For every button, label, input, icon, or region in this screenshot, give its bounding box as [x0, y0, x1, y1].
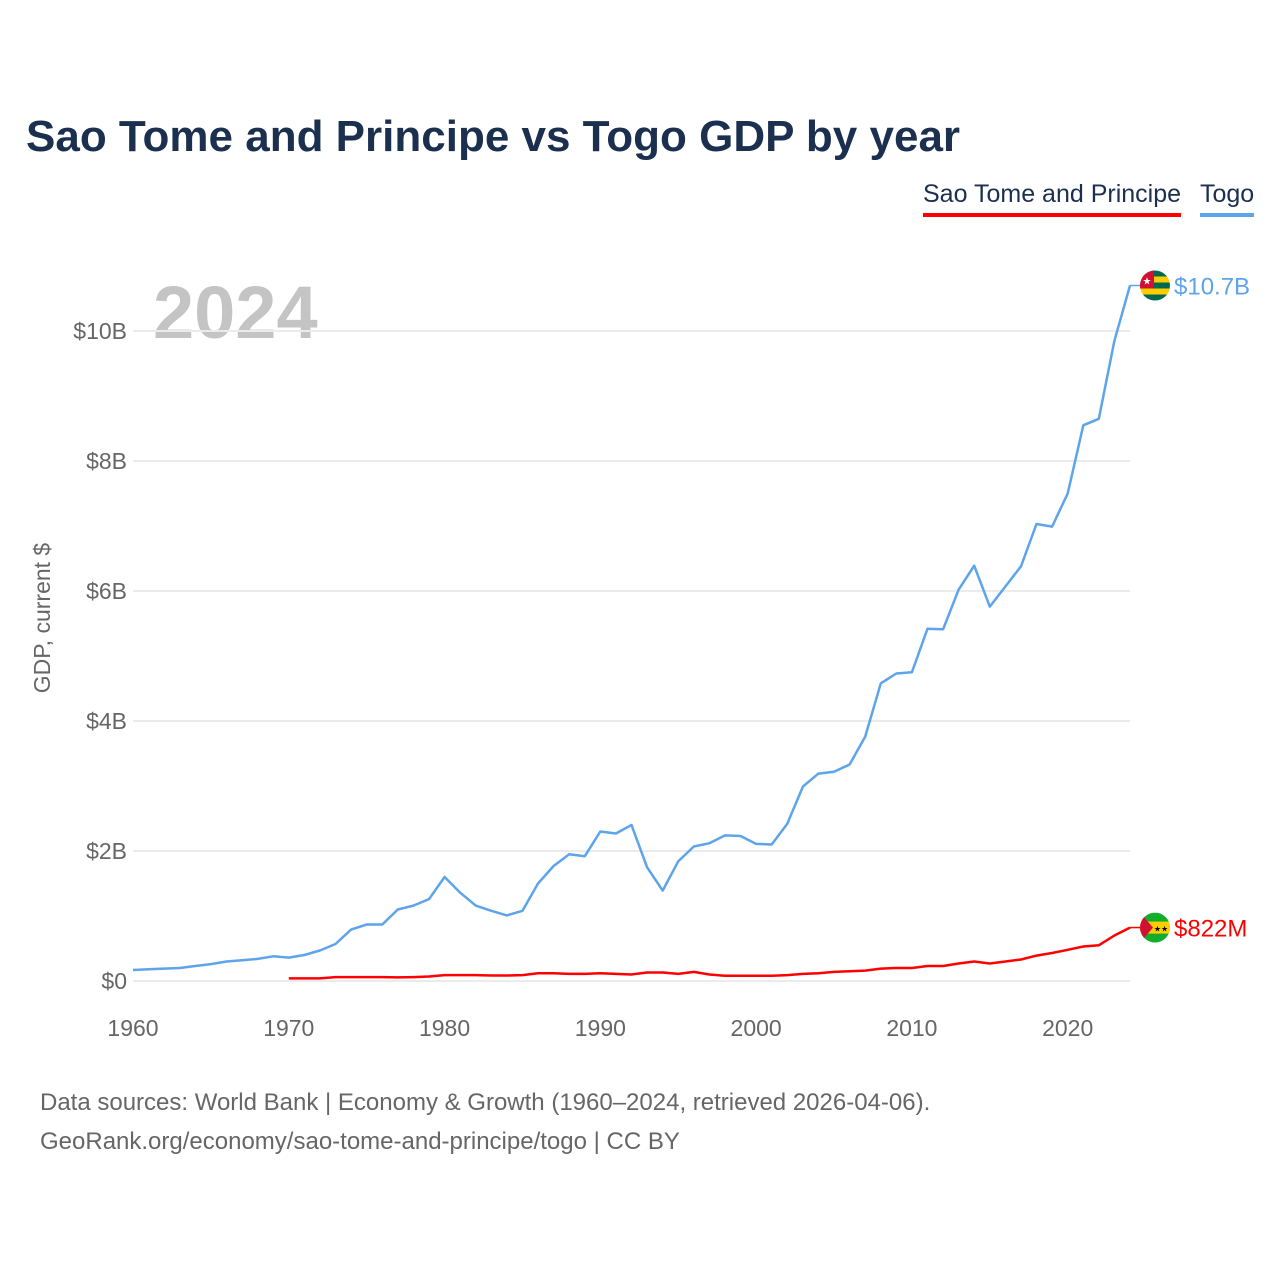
flag-stars: ★★ [1154, 925, 1168, 934]
flag-stripe [1140, 276, 1170, 283]
legend-togo[interactable]: Togo [1200, 180, 1255, 217]
data-source: Data sources: World Bank | Economy & Gro… [40, 1089, 931, 1116]
x-tick-label: 1990 [575, 1015, 626, 1041]
x-tick-label: 1980 [419, 1015, 470, 1041]
series-line-sao-tome-and-principe [288, 926, 1131, 980]
flag-stripe [1140, 288, 1170, 295]
flag-stripe [1140, 282, 1170, 289]
source-link[interactable]: GeoRank.org/economy/sao-tome-and-princip… [40, 1128, 680, 1155]
chart-title: Sao Tome and Principe vs Togo GDP by yea… [26, 112, 961, 161]
flag-triangle [1140, 912, 1153, 943]
x-tick-label: 2010 [886, 1015, 937, 1041]
y-tick-label: $4B [86, 708, 127, 734]
legend-sao-tome[interactable]: Sao Tome and Principe [923, 180, 1182, 217]
series-line-togo [132, 285, 1132, 972]
y-tick-label: $10B [73, 318, 127, 344]
flag-stripe [1140, 294, 1170, 301]
flag-stripe [1140, 270, 1170, 277]
y-tick-label: $2B [86, 838, 127, 864]
end-value-label: $10.7B [1174, 274, 1250, 301]
flag: ★ [1140, 270, 1170, 301]
x-tick-label: 2000 [731, 1015, 782, 1041]
year-label: 2024 [153, 271, 318, 354]
y-tick-label: $8B [86, 448, 127, 474]
y-tick-label: $6B [86, 578, 127, 604]
x-tick-label: 1970 [263, 1015, 314, 1041]
x-tick-label: 2020 [1042, 1015, 1093, 1041]
x-tick-label: 1960 [107, 1015, 158, 1041]
flag-star: ★ [1143, 277, 1152, 288]
flag: ★★ [1140, 912, 1170, 943]
end-value-label: $822M [1174, 916, 1247, 943]
y-tick-label: $0 [101, 968, 127, 994]
sao-tome-flag-icon: ★★ [1140, 912, 1170, 943]
togo-flag-icon: ★ [1140, 270, 1170, 301]
footer: Data sources: World Bank | Economy & Gro… [40, 1083, 930, 1161]
y-axis-label: GDP, current $ [29, 543, 55, 694]
